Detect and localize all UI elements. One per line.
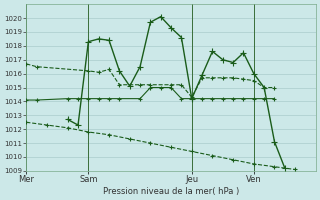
- X-axis label: Pression niveau de la mer( hPa ): Pression niveau de la mer( hPa ): [103, 187, 239, 196]
